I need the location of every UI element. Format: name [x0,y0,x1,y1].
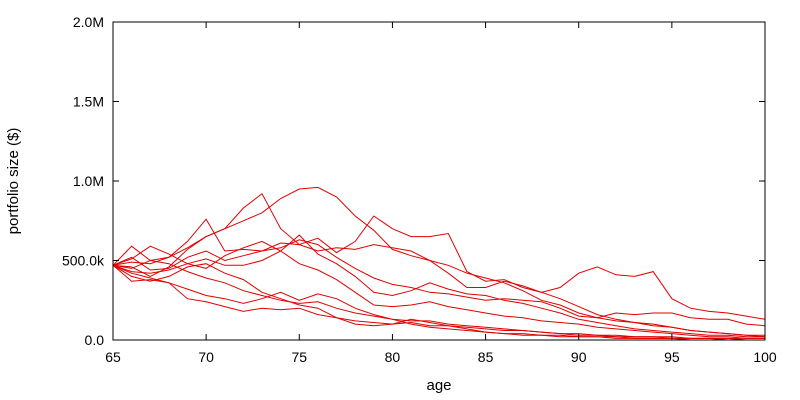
y-tick-label: 2.0M [73,14,104,30]
x-tick-label: 100 [753,349,777,365]
series-line-2 [112,186,765,336]
series-line-1 [112,192,766,320]
series-line-3 [112,218,766,327]
series-line-9 [112,264,765,341]
x-tick-label: 95 [664,349,680,365]
series-line-5 [112,234,765,338]
x-tick-label: 65 [105,349,121,365]
series-layer [112,186,766,341]
x-tick-label: 80 [385,349,401,365]
y-tick-label: 500.0k [62,253,105,269]
y-axis-ticks: 0.0 500.0k 1.0M 1.5M 2.0M [62,14,765,348]
x-tick-label: 75 [291,349,307,365]
x-axis-label: age [426,377,451,394]
y-axis-label: portfolio size ($) [5,128,22,235]
x-tick-label: 70 [198,349,214,365]
series-line-7 [112,264,765,339]
x-tick-label: 85 [478,349,494,365]
y-tick-label: 1.0M [73,173,104,189]
y-tick-label: 0.0 [85,332,105,348]
x-axis-ticks: 65 70 75 80 85 90 95 100 [105,22,777,365]
y-tick-label: 1.5M [73,94,104,110]
series-line-6 [112,240,765,339]
series-line-10 [112,259,765,341]
series-line-4 [112,242,766,338]
x-tick-label: 90 [571,349,587,365]
